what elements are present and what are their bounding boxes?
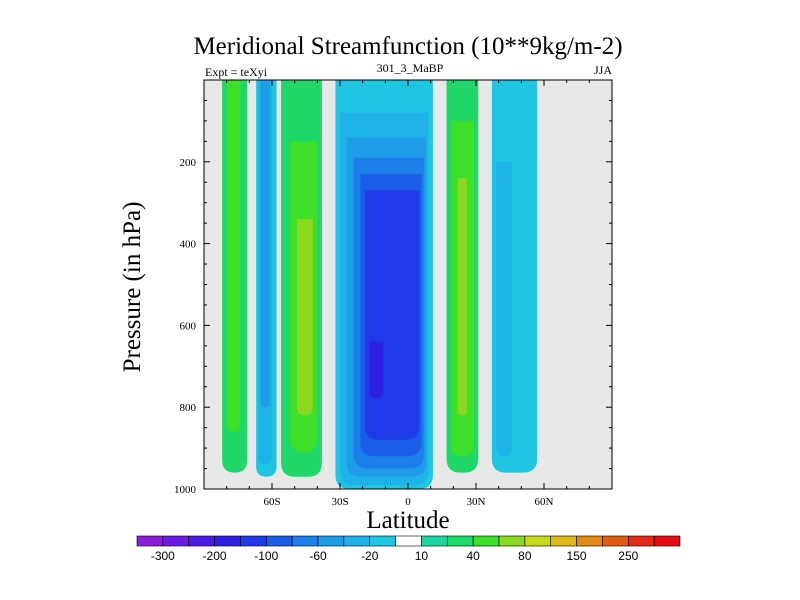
colorbar-label: -200 — [203, 549, 227, 563]
contour-fill-level-1 — [496, 161, 513, 457]
colorbar-label: -100 — [254, 549, 278, 563]
y-tick-label: 600 — [180, 320, 197, 332]
colorbar-swatch — [627, 535, 655, 547]
contour-fill-level-5 — [364, 190, 420, 440]
colorbar-swatch — [395, 535, 422, 547]
y-tick-label: 400 — [180, 239, 197, 251]
colorbar-swatch — [524, 535, 552, 547]
colorbar-swatch — [472, 535, 500, 547]
contour-band-80S — [222, 80, 248, 473]
colorbar-label: -300 — [151, 549, 175, 563]
x-tick-label: 30S — [331, 496, 348, 508]
x-tick-label: 60S — [263, 496, 280, 508]
plot-area — [204, 80, 612, 489]
colorbar-swatch — [576, 535, 603, 547]
contour-fill-level-6 — [369, 341, 384, 400]
y-tick-label: 1000 — [174, 484, 197, 496]
contour-fill-level-2 — [457, 178, 467, 416]
x-tick-label: 0 — [405, 496, 411, 508]
x-tick-label: 30N — [467, 496, 486, 508]
colorbar-swatch — [653, 535, 681, 547]
x-axis-title: Latitude — [366, 507, 449, 534]
experiment-label: Expt = teXyi — [205, 65, 268, 79]
colorbar-label: -20 — [361, 549, 379, 563]
colorbar-swatch — [369, 535, 396, 547]
colorbar-swatch — [214, 535, 241, 547]
colorbar-label: 150 — [567, 549, 587, 563]
colorbar-swatch — [498, 535, 526, 547]
contour-band-eq — [335, 80, 433, 489]
colorbar-swatch — [188, 535, 215, 547]
colorbar-swatch — [550, 535, 577, 547]
colorbar-label: 80 — [518, 549, 532, 563]
run-label: 301_3_MaBP — [377, 61, 444, 75]
colorbar-swatch — [317, 535, 345, 547]
colorbar-swatch — [446, 535, 474, 547]
axes: 60S 30S 0 30N 60N 200 400 600 800 1000 — [174, 79, 613, 508]
colorbar-swatch — [343, 535, 371, 547]
contour-band-45S — [281, 80, 322, 477]
colorbar-swatch — [421, 535, 448, 547]
colorbar-swatch — [265, 535, 293, 547]
contour-fill-level-1 — [226, 80, 241, 432]
colorbar-label: -60 — [309, 549, 327, 563]
colorbar-swatch — [240, 535, 267, 547]
colorbar-label: 250 — [618, 549, 638, 563]
chart-title: Meridional Streamfunction (10**9kg/m-2) — [193, 33, 622, 60]
contour-band-65S — [256, 80, 277, 477]
season-label: JJA — [594, 63, 612, 77]
contour-band-25N — [446, 80, 479, 473]
colorbar-swatch — [291, 535, 319, 547]
contour-fill-level-2 — [260, 80, 270, 408]
contour-fill-level-2 — [296, 219, 313, 416]
y-tick-label: 200 — [180, 157, 197, 169]
colorbar-label: 40 — [466, 549, 480, 563]
contour-band-50N — [491, 80, 538, 473]
y-axis-title: Pressure (in hPa) — [119, 202, 146, 373]
x-tick-label: 60N — [535, 496, 554, 508]
colorbar-swatch — [162, 535, 190, 547]
colorbar: -300 -200 -100 -60 -20 10 40 80 150 250 — [136, 535, 681, 563]
colorbar-label: 10 — [415, 549, 429, 563]
y-tick-label: 800 — [180, 402, 197, 414]
colorbar-swatch — [602, 535, 629, 547]
colorbar-swatch — [136, 535, 164, 547]
